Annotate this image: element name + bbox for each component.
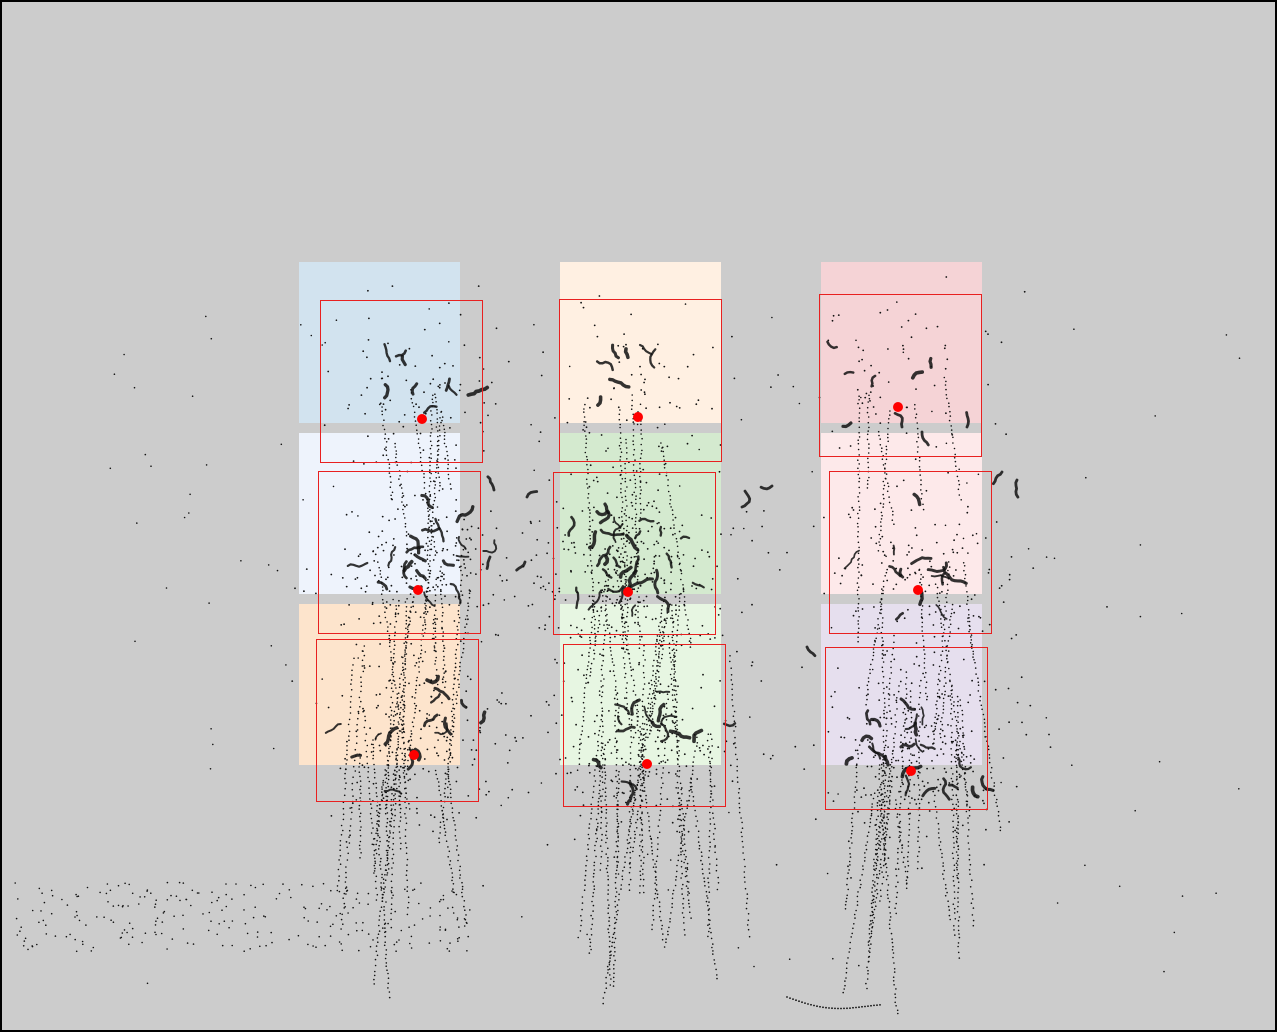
target-box-r0-c2 xyxy=(819,294,982,457)
point-traces xyxy=(14,276,1241,1015)
target-box-r2-c1 xyxy=(563,644,726,807)
center-marker-r0-c1 xyxy=(633,412,643,422)
center-marker-r2-c2 xyxy=(906,766,916,776)
center-marker-r1-c2 xyxy=(913,585,923,595)
target-box-r1-c1 xyxy=(553,472,716,635)
target-box-r0-c0 xyxy=(320,300,483,463)
center-marker-r1-c1 xyxy=(623,587,633,597)
target-box-r1-c0 xyxy=(318,471,481,634)
grid-cell-r2-c2 xyxy=(821,604,982,765)
grid-cell-r1-c2 xyxy=(821,433,982,594)
target-box-r2-c2 xyxy=(825,647,988,810)
center-marker-r2-c1 xyxy=(642,759,652,769)
grid-cell-r0-c0 xyxy=(299,262,460,423)
grid-cell-r1-c0 xyxy=(299,433,460,594)
center-marker-r0-c0 xyxy=(417,414,427,424)
target-box-r0-c1 xyxy=(559,299,722,462)
center-markers xyxy=(409,402,923,776)
center-marker-r0-c2 xyxy=(893,402,903,412)
grid-cell-r0-c1 xyxy=(560,262,721,423)
target-box-r1-c2 xyxy=(829,471,992,634)
grid-cell-r2-c0 xyxy=(299,604,460,765)
center-marker-r1-c0 xyxy=(413,585,423,595)
target-box-r2-c0 xyxy=(316,639,479,802)
target-boxes xyxy=(316,294,992,810)
grid-cell-r0-c2 xyxy=(821,262,982,423)
center-marker-r2-c0 xyxy=(409,750,419,760)
